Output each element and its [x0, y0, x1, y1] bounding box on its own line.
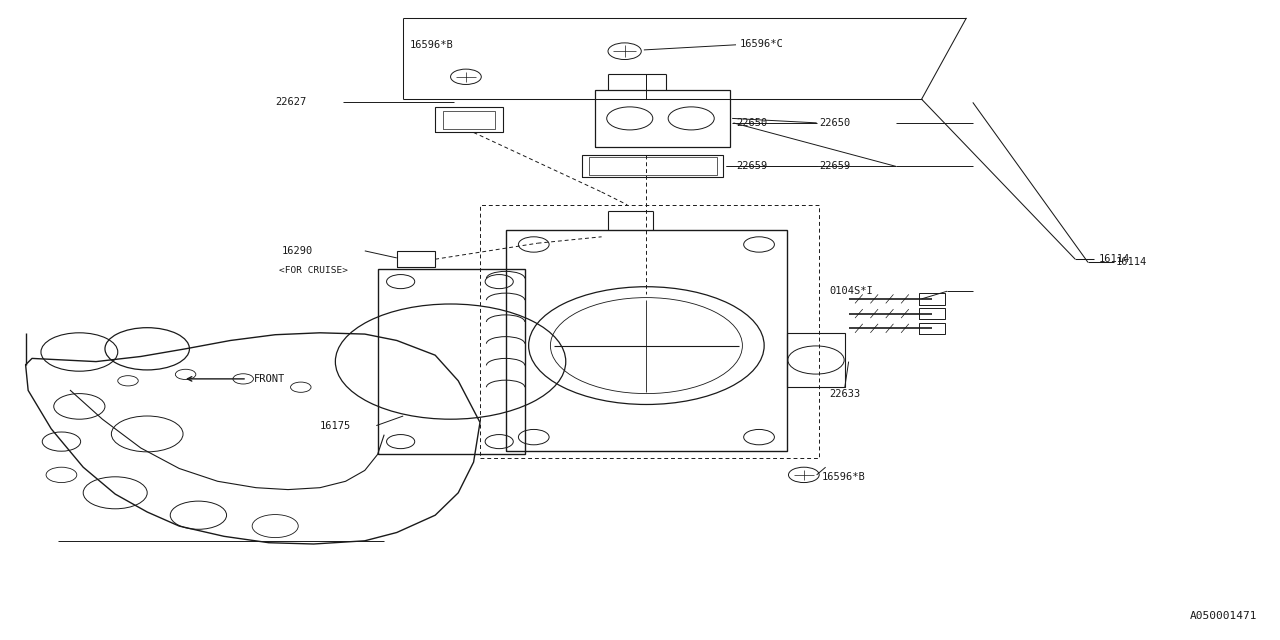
Text: 16114: 16114 — [1098, 254, 1129, 264]
Text: 16596*B: 16596*B — [410, 40, 453, 50]
Text: 16290: 16290 — [282, 246, 312, 256]
Text: A050001471: A050001471 — [1189, 611, 1257, 621]
Text: 0104S*I: 0104S*I — [829, 286, 873, 296]
Text: FRONT: FRONT — [253, 374, 284, 384]
Text: 16175: 16175 — [320, 420, 351, 431]
Text: 22650: 22650 — [819, 118, 850, 128]
Text: 22627: 22627 — [275, 97, 306, 108]
Text: 22659: 22659 — [736, 161, 767, 172]
Text: 22650: 22650 — [736, 118, 767, 128]
Text: 16114: 16114 — [1116, 257, 1147, 268]
Text: 22659: 22659 — [819, 161, 850, 172]
Text: 16596*C: 16596*C — [740, 38, 783, 49]
Text: 22633: 22633 — [829, 388, 860, 399]
Text: 16596*B: 16596*B — [822, 472, 865, 482]
Text: <FOR CRUISE>: <FOR CRUISE> — [279, 266, 348, 275]
